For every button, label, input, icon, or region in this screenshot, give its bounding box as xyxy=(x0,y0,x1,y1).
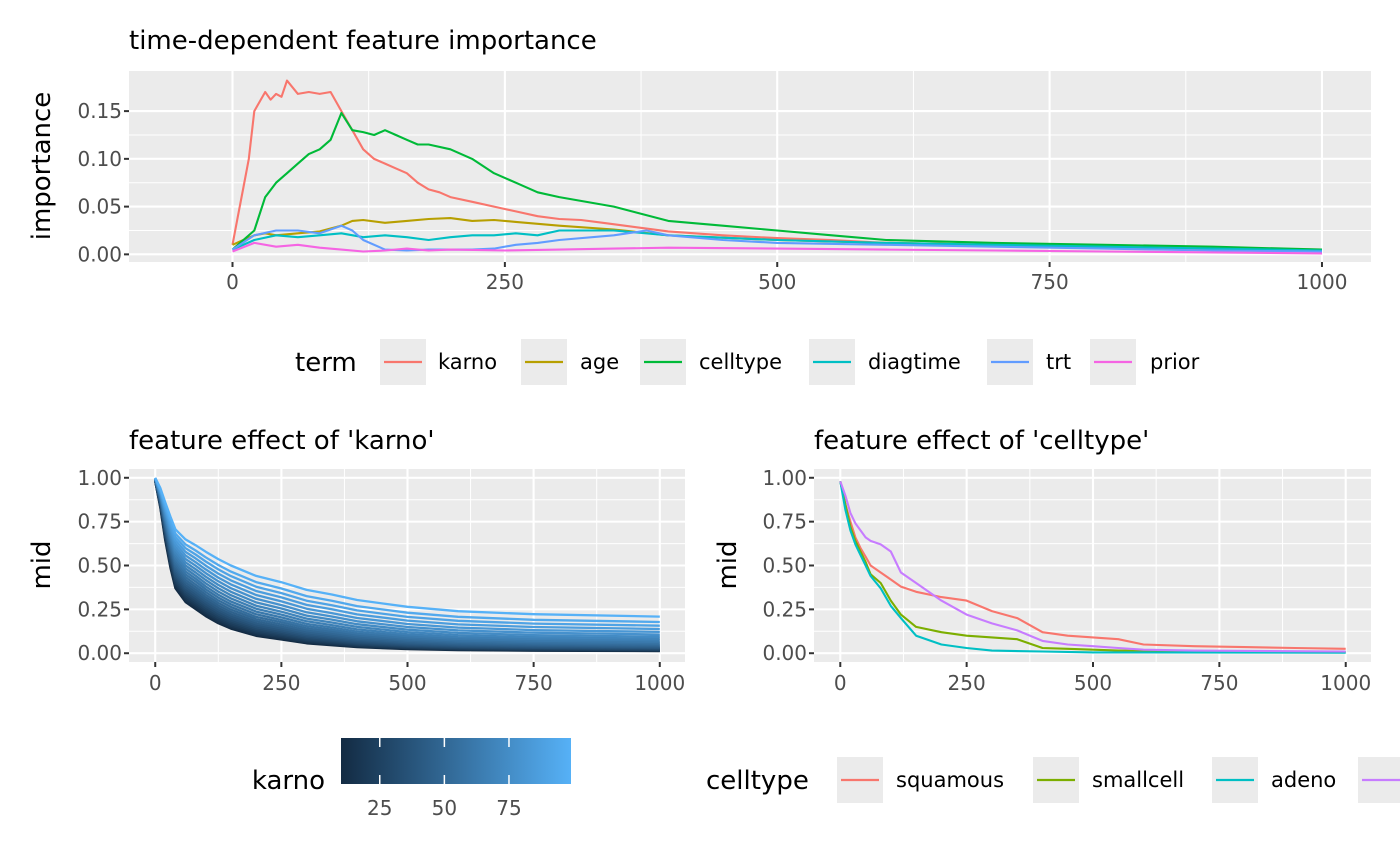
importance-series-celltype xyxy=(231,111,1323,251)
karno-effect-chart: feature effect of 'karno' 0.00 0.25 0.50 0.… xyxy=(27,426,685,820)
karno-colorbar-title: karno xyxy=(252,766,325,796)
karno-effect-chart-title: feature effect of 'karno' xyxy=(129,426,435,456)
celltype-effect-x-tick-label: 0 xyxy=(834,671,847,695)
importance-legend-title: term xyxy=(295,348,357,378)
karno-effect-y-tick-label: 0.25 xyxy=(77,597,122,621)
karno-effect-series-94 xyxy=(154,477,660,624)
importance-series-prior xyxy=(232,241,1323,255)
karno-effect-y-axis-label: mid xyxy=(27,540,57,589)
celltype-legend-title: celltype xyxy=(706,766,809,796)
importance-series-karno xyxy=(231,79,1323,251)
importance-x-tick-label: 1000 xyxy=(1297,270,1348,294)
importance-x-tick-label: 750 xyxy=(1031,270,1069,294)
karno-colorbar-legend: karno 25 50 75 xyxy=(252,738,571,820)
karno-effect-y-tick-label: 0.75 xyxy=(77,510,122,534)
karno-colorbar xyxy=(341,738,571,784)
importance-chart: time-dependent feature importance 0.00 0.… xyxy=(27,26,1371,385)
celltype-effect-x-tick-label: 750 xyxy=(1200,671,1238,695)
karno-effect-x-tick-label: 1000 xyxy=(634,671,685,695)
karno-colorbar-label: 25 xyxy=(367,796,392,820)
karno-effect-y-tick-label: 0.00 xyxy=(77,641,122,665)
importance-x-tick-label: 0 xyxy=(226,270,239,294)
legend-label-trt: trt xyxy=(1046,350,1071,374)
legend-label-age: age xyxy=(580,350,619,374)
celltype-effect-x-tick-label: 500 xyxy=(1074,671,1112,695)
karno-effect-x-tick-label: 500 xyxy=(388,671,426,695)
celltype-effect-series-large xyxy=(839,480,1346,653)
celltype-effect-x-tick-label: 1000 xyxy=(1320,671,1371,695)
celltype-effect-x-tick-label: 250 xyxy=(948,671,986,695)
karno-effect-y-tick-label: 0.50 xyxy=(77,554,122,578)
karno-effect-x-tick-label: 250 xyxy=(262,671,300,695)
legend-label-squamous: squamous xyxy=(896,768,1004,792)
celltype-effect-series-squamous xyxy=(839,481,1346,650)
importance-y-tick-label: 0.05 xyxy=(77,195,122,219)
importance-series-diagtime xyxy=(232,229,1323,252)
celltype-effect-y-tick-label: 0.50 xyxy=(762,554,807,578)
legend-label-diagtime: diagtime xyxy=(868,350,961,374)
legend-label-smallcell: smallcell xyxy=(1092,768,1184,792)
legend-label-adeno: adeno xyxy=(1271,768,1336,792)
importance-series-trt xyxy=(231,224,1323,253)
importance-x-tick-label: 250 xyxy=(486,270,524,294)
karno-effect-x-tick-label: 0 xyxy=(149,671,162,695)
importance-y-axis-label: importance xyxy=(27,92,57,241)
celltype-legend: celltype squamoussmallcelladenolarge xyxy=(706,757,1400,803)
legend-label-prior: prior xyxy=(1150,350,1200,374)
celltype-effect-y-tick-label: 1.00 xyxy=(762,466,807,490)
legend-label-karno: karno xyxy=(438,350,497,374)
celltype-effect-y-tick-label: 0.75 xyxy=(762,510,807,534)
karno-effect-y-tick-label: 1.00 xyxy=(77,466,122,490)
celltype-effect-series-smallcell xyxy=(839,481,1346,653)
celltype-effect-y-tick-label: 0.25 xyxy=(762,597,807,621)
importance-y-tick-label: 0.15 xyxy=(77,99,122,123)
importance-legend: term karno age celltype diagtime trt prior xyxy=(295,339,1200,385)
importance-y-tick-label: 0.10 xyxy=(77,147,122,171)
importance-chart-title: time-dependent feature importance xyxy=(129,26,597,56)
celltype-effect-chart: feature effect of 'celltype' 0.00 0.25 0.5… xyxy=(706,426,1400,803)
karno-effect-series-99 xyxy=(154,477,660,618)
importance-x-tick-label: 500 xyxy=(758,270,796,294)
celltype-effect-y-axis-label: mid xyxy=(713,540,743,589)
celltype-effect-series-adeno xyxy=(839,481,1346,654)
karno-colorbar-label: 75 xyxy=(496,796,521,820)
importance-y-tick-label: 0.00 xyxy=(77,242,122,266)
karno-colorbar-label: 50 xyxy=(432,796,457,820)
celltype-effect-chart-title: feature effect of 'celltype' xyxy=(814,426,1149,456)
celltype-effect-y-tick-label: 0.00 xyxy=(762,641,807,665)
legend-label-celltype: celltype xyxy=(699,350,782,374)
karno-effect-x-tick-label: 750 xyxy=(515,671,553,695)
